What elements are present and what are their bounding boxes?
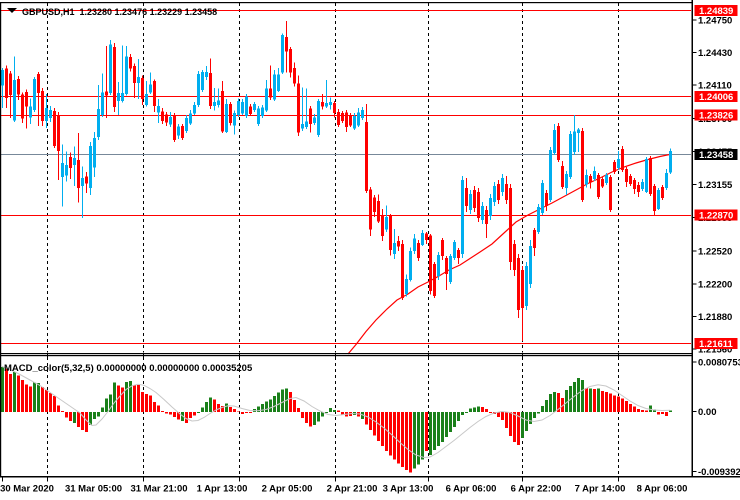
svg-text:1.21880: 1.21880 bbox=[698, 312, 732, 323]
svg-text:1 Apr 13:00: 1 Apr 13:00 bbox=[197, 484, 248, 495]
svg-text:31 Mar 05:00: 31 Mar 05:00 bbox=[65, 484, 122, 495]
svg-text:0.0080753: 0.0080753 bbox=[698, 358, 740, 369]
svg-text:3 Apr 13:00: 3 Apr 13:00 bbox=[383, 484, 434, 495]
svg-text:1.21560: 1.21560 bbox=[698, 345, 732, 356]
svg-text:1.23826: 1.23826 bbox=[699, 111, 733, 122]
svg-text:1.22200: 1.22200 bbox=[698, 280, 732, 291]
svg-text:1.24110: 1.24110 bbox=[698, 81, 732, 92]
svg-text:0.00: 0.00 bbox=[698, 407, 717, 418]
svg-text:1.24430: 1.24430 bbox=[698, 48, 732, 59]
svg-text:30 Mar 2020: 30 Mar 2020 bbox=[0, 484, 54, 495]
svg-text:6 Apr 06:00: 6 Apr 06:00 bbox=[446, 484, 497, 495]
svg-text:1.24839: 1.24839 bbox=[699, 6, 733, 17]
svg-text:6 Apr 22:00: 6 Apr 22:00 bbox=[511, 484, 562, 495]
svg-text:1.24006: 1.24006 bbox=[699, 92, 733, 103]
svg-text:31 Mar 21:00: 31 Mar 21:00 bbox=[130, 484, 187, 495]
svg-text:1.23458: 1.23458 bbox=[699, 150, 733, 161]
svg-text:1.23155: 1.23155 bbox=[698, 180, 733, 191]
svg-text:2 Apr 21:00: 2 Apr 21:00 bbox=[327, 484, 378, 495]
svg-text:1.24750: 1.24750 bbox=[698, 16, 732, 27]
svg-text:1.21611: 1.21611 bbox=[699, 339, 734, 350]
svg-text:MACD_color(5,32,5) 0.00000000: MACD_color(5,32,5) 0.00000000 0.00000000… bbox=[4, 363, 253, 374]
svg-text:-0.0093928: -0.0093928 bbox=[698, 467, 740, 478]
svg-text:GBPUSD,H1 1.23280 1.23476 1.2: GBPUSD,H1 1.23280 1.23476 1.23229 1.2345… bbox=[22, 7, 217, 17]
svg-text:2 Apr 05:00: 2 Apr 05:00 bbox=[262, 484, 313, 495]
svg-text:8 Apr 06:00: 8 Apr 06:00 bbox=[637, 484, 688, 495]
svg-text:1.22870: 1.22870 bbox=[699, 211, 733, 222]
svg-text:7 Apr 14:00: 7 Apr 14:00 bbox=[575, 484, 626, 495]
svg-text:1.22520: 1.22520 bbox=[698, 247, 732, 258]
